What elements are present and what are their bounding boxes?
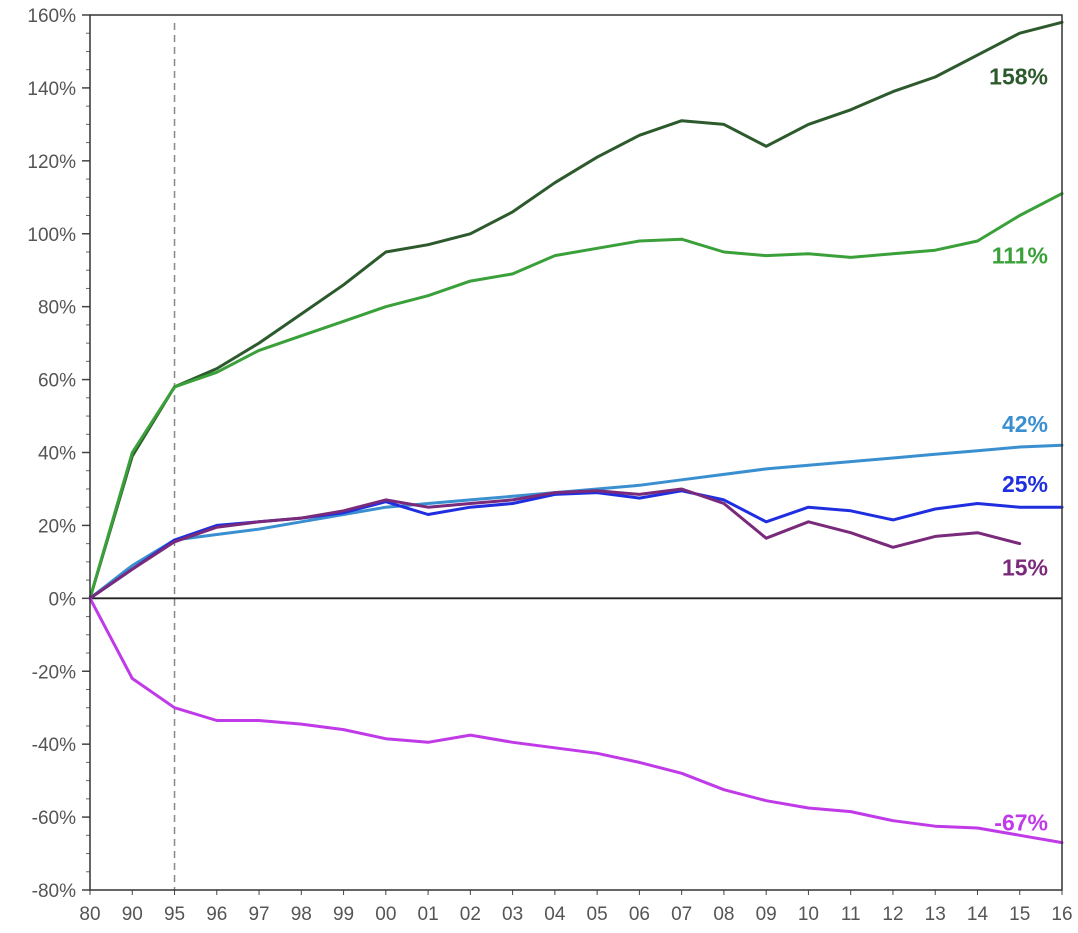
y-tick-label: -80%	[32, 881, 76, 902]
y-axis-ticks: 160% 140% 120% 100% 80% 60% 40% 20% 0% -20% -40% -6…	[27, 6, 90, 902]
series-end-label: -67%	[994, 810, 1048, 836]
x-tick-label: 06	[629, 904, 650, 925]
y-tick-label: -20%	[32, 662, 76, 683]
y-tick-label: -60%	[32, 808, 76, 829]
series-line	[88, 489, 1064, 600]
x-tick-label: 80	[79, 904, 100, 925]
y-tick-label: 120%	[27, 152, 76, 173]
x-tick-label: 97	[248, 904, 269, 925]
x-axis-ticks: 80 90 95 96 97 98 99 00 01 02 03 04 05 06 07 08 09 10 11 12…	[79, 890, 1073, 925]
x-tick-label: 01	[418, 904, 439, 925]
x-tick-label: 90	[122, 904, 143, 925]
plot-frame	[89, 14, 1063, 891]
x-tick-label: 98	[291, 904, 312, 925]
y-tick-label: 0%	[49, 589, 77, 610]
x-tick-label: 13	[925, 904, 946, 925]
series-end-label: 111%	[992, 243, 1048, 269]
reference-line-layer	[90, 23, 1062, 890]
x-tick-label: 07	[671, 904, 692, 925]
series-end-label: 42%	[1002, 411, 1048, 437]
x-tick-label: 15	[1009, 904, 1030, 925]
x-tick-label: 14	[967, 904, 989, 925]
x-tick-label: 08	[713, 904, 734, 925]
x-tick-label: 16	[1051, 904, 1072, 925]
series-line	[88, 487, 1022, 600]
x-tick-label: 96	[206, 904, 227, 925]
x-tick-label: 99	[333, 904, 354, 925]
y-tick-label: 80%	[38, 298, 76, 319]
series-line	[88, 20, 1064, 600]
x-tick-label: 04	[544, 904, 566, 925]
x-tick-label: 05	[587, 904, 608, 925]
y-tick-label: 60%	[38, 371, 76, 392]
x-tick-label: 02	[460, 904, 481, 925]
y-tick-label: 100%	[27, 225, 76, 246]
y-tick-label: 140%	[27, 79, 76, 100]
x-tick-label: 00	[375, 904, 396, 925]
x-tick-label: 09	[756, 904, 777, 925]
x-tick-label: 03	[502, 904, 523, 925]
y-tick-label: -40%	[32, 735, 76, 756]
y-tick-label: 40%	[38, 444, 76, 465]
y-tick-label: 20%	[38, 516, 76, 537]
series-end-label: 25%	[1002, 471, 1048, 497]
x-tick-label: 10	[798, 904, 819, 925]
x-tick-label: 11	[841, 904, 861, 925]
series-end-label: 15%	[1002, 555, 1048, 581]
series-end-label: 158%	[989, 63, 1048, 89]
series-line	[88, 192, 1064, 600]
series-layer	[88, 20, 1064, 845]
y-tick-label: 160%	[27, 6, 76, 27]
series-line	[88, 596, 1064, 845]
end-labels-layer: 158% 111% 42% 25% 15% -67%	[989, 63, 1048, 835]
series-line	[88, 443, 1064, 600]
x-tick-label: 12	[882, 904, 903, 925]
plot-border	[89, 14, 1063, 891]
x-tick-label: 95	[164, 904, 185, 925]
